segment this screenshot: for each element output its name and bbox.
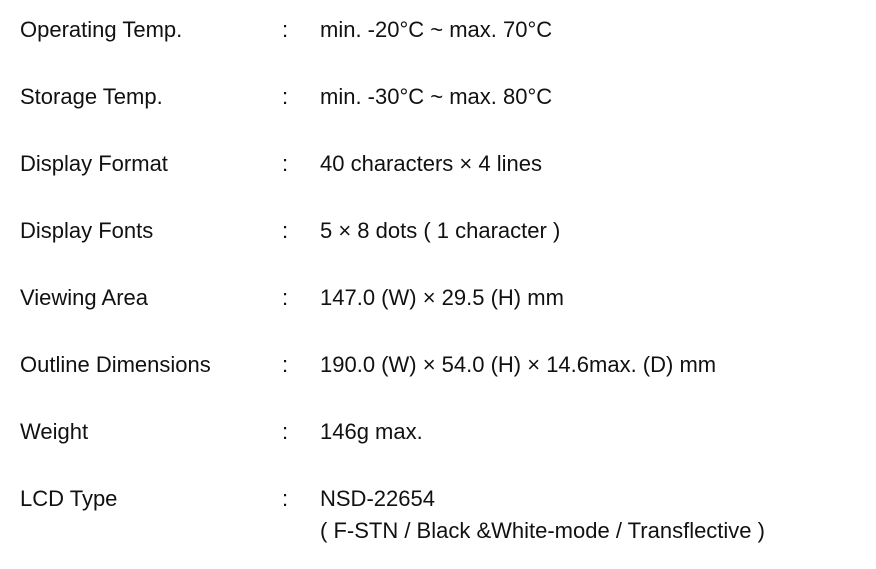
spec-value-line: 146g max. [320, 419, 423, 444]
spec-label: Viewing Area [20, 285, 149, 310]
spec-label: LCD Type [20, 486, 118, 511]
spec-row-viewing-area: Viewing Area : 147.0 (W) × 29.5 (H) mm [20, 282, 870, 349]
spec-value-line: 190.0 (W) × 54.0 (H) × 14.6max. (D) mm [320, 352, 717, 377]
spec-row-display-fonts: Display Fonts : 5 × 8 dots ( 1 character… [20, 215, 870, 282]
spec-colon: : [282, 486, 289, 511]
spec-row-display-format: Display Format : 40 characters × 4 lines [20, 148, 870, 215]
spec-label: Outline Dimensions [20, 352, 211, 377]
spec-value: 40 characters × 4 lines [320, 148, 542, 180]
spec-row-lcd-type: LCD Type : NSD-22654 ( F-STN / Black &Wh… [20, 483, 870, 550]
spec-table: Operating Temp. : min. -20°C ~ max. 70°C… [20, 14, 870, 550]
spec-colon: : [282, 17, 289, 42]
spec-colon: : [282, 352, 289, 377]
spec-colon: : [282, 419, 289, 444]
spec-label: Display Format [20, 151, 168, 176]
spec-label: Storage Temp. [20, 84, 163, 109]
spec-value: 190.0 (W) × 54.0 (H) × 14.6max. (D) mm [320, 349, 716, 381]
spec-value-line: ( F-STN / Black &White-mode / Transflect… [320, 518, 765, 543]
spec-value-line: 5 × 8 dots ( 1 character ) [320, 218, 561, 243]
spec-value-line: min. -20°C ~ max. 70°C [320, 17, 553, 42]
spec-row-operating-temp: Operating Temp. : min. -20°C ~ max. 70°C [20, 14, 870, 81]
spec-value: NSD-22654 ( F-STN / Black &White-mode / … [320, 483, 765, 547]
spec-value: 5 × 8 dots ( 1 character ) [320, 215, 560, 247]
spec-value: 147.0 (W) × 29.5 (H) mm [320, 282, 564, 314]
spec-colon: : [282, 285, 289, 310]
spec-value: 146g max. [320, 416, 423, 448]
spec-row-outline-dimensions: Outline Dimensions : 190.0 (W) × 54.0 (H… [20, 349, 870, 416]
spec-label: Operating Temp. [20, 17, 183, 42]
spec-row-weight: Weight : 146g max. [20, 416, 870, 483]
spec-colon: : [282, 218, 289, 243]
spec-value-line: 147.0 (W) × 29.5 (H) mm [320, 285, 564, 310]
spec-value-line: NSD-22654 [320, 486, 435, 511]
spec-colon: : [282, 151, 289, 176]
spec-value: min. -30°C ~ max. 80°C [320, 81, 552, 113]
spec-value-line: 40 characters × 4 lines [320, 151, 542, 176]
spec-label: Weight [20, 419, 89, 444]
spec-row-storage-temp: Storage Temp. : min. -30°C ~ max. 80°C [20, 81, 870, 148]
spec-label: Display Fonts [20, 218, 154, 243]
spec-value: min. -20°C ~ max. 70°C [320, 14, 552, 46]
spec-value-line: min. -30°C ~ max. 80°C [320, 84, 553, 109]
spec-colon: : [282, 84, 289, 109]
